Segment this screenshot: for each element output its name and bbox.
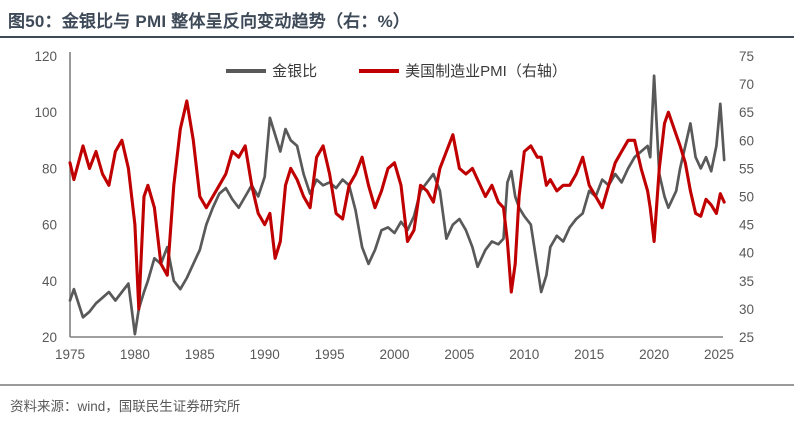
y-right-tick-label: 50 [739, 190, 754, 205]
source-footer: 资料来源：wind，国联民生证券研究所 [0, 384, 794, 421]
y-right-tick-label: 35 [739, 274, 754, 289]
x-tick-label: 2000 [379, 347, 409, 362]
y-right-tick-label: 65 [739, 105, 754, 120]
x-tick-label: 2020 [639, 347, 669, 362]
source-note: 资料来源：wind，国联民生证券研究所 [10, 399, 241, 414]
x-axis-labels: 1975 1980 1985 1990 1995 2000 2005 2010 2015 2020… [55, 347, 734, 362]
y-right-tick-label: 40 [739, 246, 754, 261]
x-tick-label: 2015 [574, 347, 604, 362]
us-manufacturing-pmi-line [68, 99, 726, 311]
x-tick-label: 1985 [185, 347, 215, 362]
y-left-tick-label: 60 [42, 218, 57, 233]
gsr-line-swatch [226, 68, 267, 73]
y-left-tick-label: 80 [42, 161, 57, 176]
pmi-line-swatch [359, 68, 400, 73]
y-left-tick-label: 120 [34, 49, 57, 64]
x-tick-label: 2025 [704, 347, 734, 362]
title-divider [0, 36, 794, 38]
x-tick-label: 1990 [250, 347, 280, 362]
x-tick-label: 1975 [55, 347, 85, 362]
figure-title: 图50：金银比与 PMI 整体呈反向变动趋势（右：%） [8, 12, 411, 31]
y-left-tick-label: 20 [42, 330, 57, 345]
legend-item-gold-silver-ratio: 金银比 [226, 60, 317, 81]
y-right-tick-label: 25 [739, 330, 754, 345]
y-right-tick-label: 70 [739, 77, 754, 92]
axes [69, 52, 723, 338]
x-tick-label: 2005 [444, 347, 474, 362]
y-axis-left-labels: 120 100 80 60 40 20 [34, 49, 57, 345]
x-tick-label: 1980 [120, 347, 150, 362]
y-right-tick-label: 55 [739, 161, 754, 176]
y-right-tick-label: 45 [739, 218, 754, 233]
legend-item-us-pmi: 美国制造业PMI（右轴） [359, 60, 567, 81]
legend-label-gsr: 金银比 [272, 63, 318, 80]
legend-label-pmi: 美国制造业PMI（右轴） [405, 63, 567, 80]
x-tick-label: 2010 [509, 347, 539, 362]
y-axis-right-labels: 75 70 65 60 55 50 45 40 35 30 25 [739, 49, 754, 345]
y-right-tick-label: 30 [739, 302, 754, 317]
y-right-tick-label: 75 [739, 49, 754, 64]
y-left-tick-label: 40 [42, 274, 57, 289]
y-right-tick-label: 60 [739, 133, 754, 148]
y-left-tick-label: 100 [34, 105, 57, 120]
gold-silver-ratio-line [68, 74, 726, 336]
x-tick-label: 1995 [315, 347, 345, 362]
chart-legend: 金银比 美国制造业PMI（右轴） [70, 60, 723, 81]
